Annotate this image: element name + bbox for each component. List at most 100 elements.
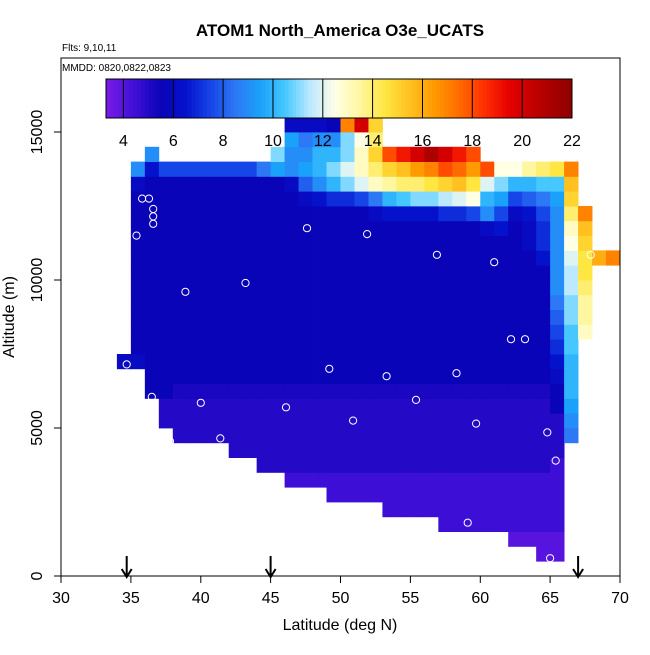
heatmap-cell — [354, 265, 369, 281]
heatmap-cell — [424, 265, 439, 281]
heatmap-cell — [256, 442, 272, 458]
colorbar-segment — [478, 79, 484, 118]
heatmap-cell — [522, 161, 537, 177]
heatmap-cell — [270, 161, 286, 177]
heatmap-cell — [368, 413, 383, 429]
heatmap-cell — [564, 235, 579, 251]
flights-annotation: Flts: 9,10,11 — [62, 43, 117, 54]
x-axis-label: Latitude (deg N) — [283, 617, 398, 634]
heatmap-cell — [452, 339, 467, 355]
heatmap-cell — [270, 354, 286, 370]
heatmap-cell — [214, 220, 230, 236]
heatmap-cell — [410, 442, 425, 458]
colorbar-segment — [377, 79, 383, 118]
heatmap-cell — [214, 368, 230, 384]
heatmap-cell — [494, 472, 509, 488]
heatmap-cell — [158, 339, 174, 355]
heatmap-cell — [158, 161, 174, 177]
heatmap-cell — [214, 339, 230, 355]
heatmap-cell — [522, 354, 537, 370]
heatmap-cell — [270, 309, 286, 325]
heatmap-cell — [550, 457, 565, 473]
heatmap-cell — [410, 280, 425, 296]
heatmap-cell — [186, 383, 202, 399]
heatmap-cell — [494, 502, 509, 518]
heatmap-cell — [312, 309, 327, 325]
heatmap-cell — [340, 132, 355, 148]
heatmap-cell — [466, 502, 481, 518]
heatmap-cell — [340, 191, 355, 207]
heatmap-cell — [452, 398, 467, 414]
heatmap-cell — [396, 457, 411, 473]
heatmap-cell — [298, 206, 313, 222]
heatmap-cell — [550, 176, 565, 192]
heatmap-cell — [480, 309, 495, 325]
heatmap-cell — [200, 161, 216, 177]
colorbar-segment — [439, 79, 445, 118]
heatmap-cell — [452, 472, 467, 488]
heatmap-cell — [242, 324, 258, 340]
heatmap-cell — [256, 339, 272, 355]
heatmap-cell — [550, 398, 565, 414]
heatmap-cell — [326, 280, 341, 296]
colorbar-segment — [148, 79, 153, 118]
heatmap-cell — [508, 472, 523, 488]
heatmap-cell — [368, 487, 383, 503]
heatmap-cell — [270, 457, 286, 473]
heatmap-cell — [550, 191, 565, 207]
heatmap-cell — [382, 146, 397, 162]
heatmap-cell — [130, 250, 146, 266]
heatmap-cell — [214, 324, 230, 340]
heatmap-cell — [466, 235, 481, 251]
heatmap-cell — [186, 339, 202, 355]
colorbar-segment — [537, 79, 542, 118]
x-tick-label: 45 — [262, 590, 280, 607]
heatmap-cell — [130, 265, 146, 281]
heatmap-cell — [564, 294, 579, 310]
heatmap-cell — [298, 324, 313, 340]
heatmap-cell — [550, 220, 565, 236]
heatmap-cell — [298, 428, 313, 444]
heatmap-cell — [550, 235, 565, 251]
heatmap-cell — [312, 368, 327, 384]
heatmap-cell — [466, 324, 481, 340]
colorbar-segment — [486, 79, 491, 118]
colorbar-segment — [494, 79, 499, 118]
heatmap-cell — [424, 487, 439, 503]
heatmap-cell — [242, 398, 258, 414]
heatmap-cell — [382, 398, 397, 414]
heatmap-cell — [312, 428, 327, 444]
heatmap-cell — [438, 516, 453, 532]
x-tick-label: 40 — [192, 590, 210, 607]
colorbar-segment — [331, 79, 336, 118]
heatmap-cell — [508, 220, 523, 236]
heatmap-cell — [578, 220, 593, 236]
heatmap-cell — [270, 235, 286, 251]
heatmap-cell — [326, 161, 341, 177]
colorbar-segment — [393, 79, 398, 118]
heatmap-cell — [158, 280, 174, 296]
heatmap-cell — [298, 339, 313, 355]
heatmap-cell — [214, 191, 230, 207]
heatmap-cell — [522, 368, 537, 384]
colorbar-segment — [552, 79, 557, 118]
heatmap-cell — [466, 442, 481, 458]
heatmap-cell — [396, 220, 411, 236]
heatmap-cell — [382, 413, 397, 429]
heatmap-cell — [326, 132, 341, 148]
heatmap-cell — [298, 457, 313, 473]
heatmap-cell — [270, 442, 286, 458]
heatmap-cell — [326, 428, 341, 444]
heatmap-cell — [410, 294, 425, 310]
y-tick-label: 5000 — [29, 410, 46, 446]
heatmap-cell — [480, 368, 495, 384]
heatmap-cell — [284, 383, 299, 399]
heatmap-cell — [410, 191, 425, 207]
colorbar-segment — [389, 79, 394, 118]
heatmap-cell — [494, 457, 509, 473]
heatmap-cell — [298, 442, 313, 458]
heatmap-cell — [144, 309, 160, 325]
heatmap-cell — [382, 354, 397, 370]
heatmap-cell — [130, 294, 146, 310]
heatmap-cell — [494, 161, 509, 177]
